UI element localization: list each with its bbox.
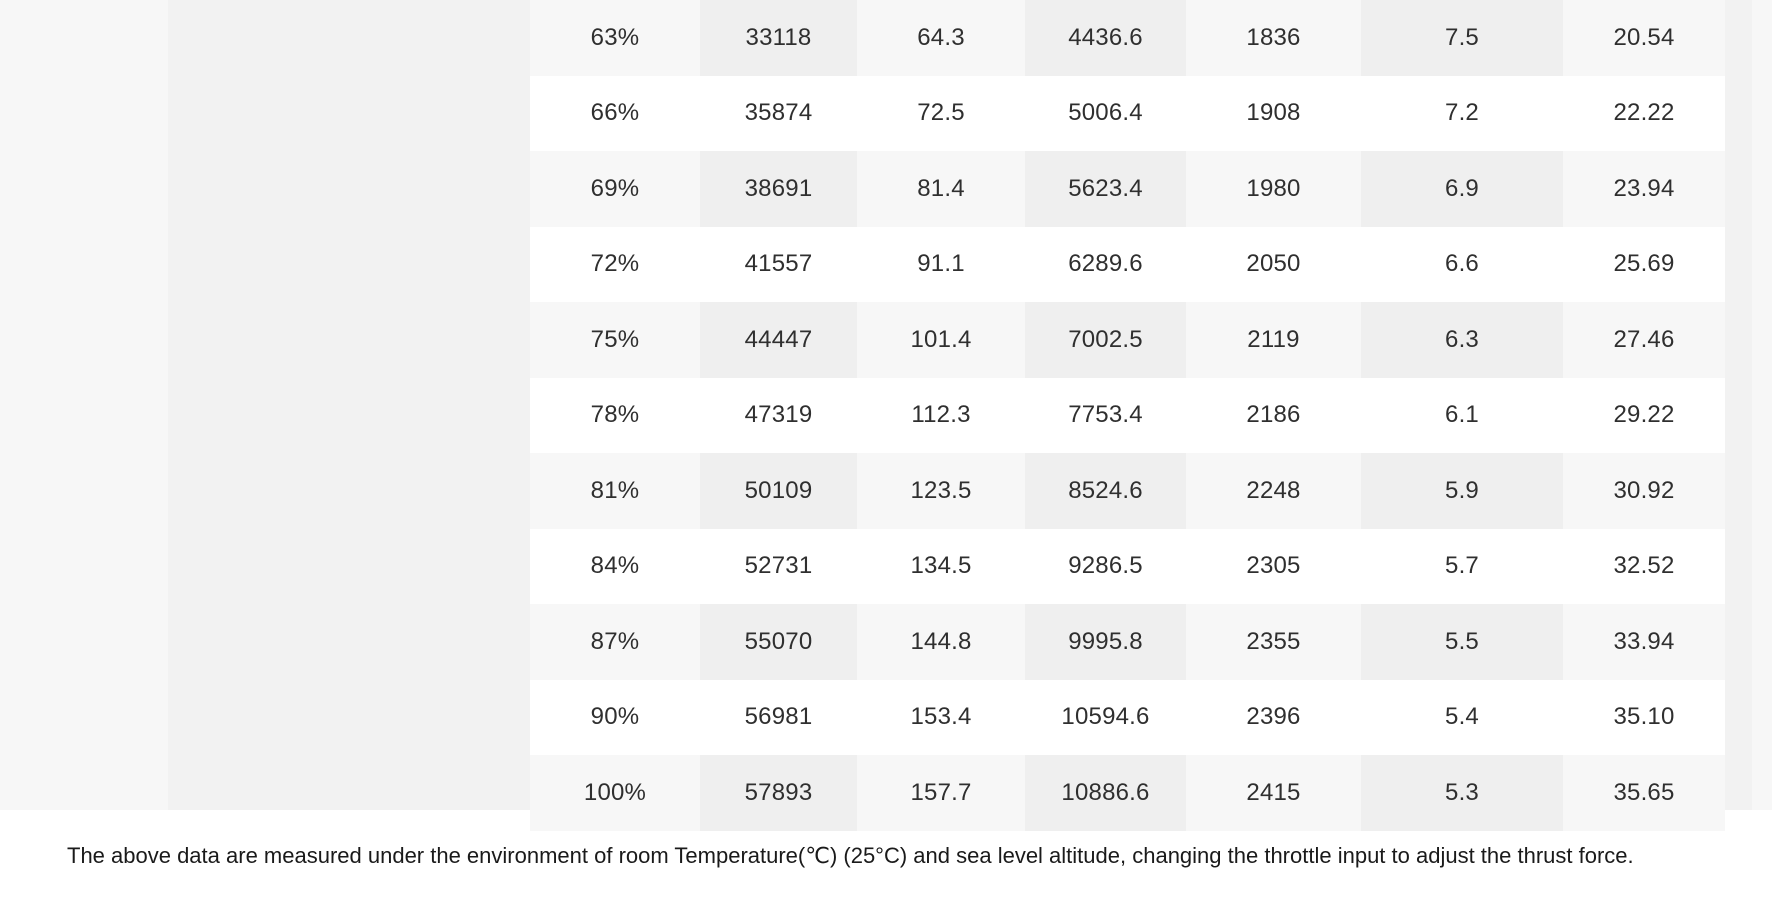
- table-cell: 9286.5: [1025, 528, 1186, 604]
- table-cell: 5.7: [1361, 528, 1563, 604]
- table-cell: 72.5: [857, 75, 1025, 151]
- table-cell: 144.8: [857, 604, 1025, 680]
- table-cell: 2050: [1186, 226, 1361, 302]
- table-cell: 35.10: [1563, 679, 1725, 755]
- table-cell: 6.9: [1361, 151, 1563, 227]
- table-cell: 5.4: [1361, 679, 1563, 755]
- table-cell: 5006.4: [1025, 75, 1186, 151]
- table-cell: 29.22: [1563, 377, 1725, 453]
- table-cell: 7753.4: [1025, 377, 1186, 453]
- table-row: 69% 38691 81.4 5623.4 1980 6.9 23.94: [530, 151, 1725, 227]
- table-cell: 153.4: [857, 679, 1025, 755]
- table-cell: 69%: [530, 151, 700, 227]
- table-cell: 2355: [1186, 604, 1361, 680]
- table-cell: 64.3: [857, 0, 1025, 76]
- table-cell: 6289.6: [1025, 226, 1186, 302]
- table-cell: 33118: [700, 0, 857, 76]
- table-cell: 1980: [1186, 151, 1361, 227]
- table-row: 66% 35874 72.5 5006.4 1908 7.2 22.22: [530, 75, 1725, 151]
- table-cell: 134.5: [857, 528, 1025, 604]
- table-row: 75% 44447 101.4 7002.5 2119 6.3 27.46: [530, 302, 1725, 378]
- table-cell: 22.22: [1563, 75, 1725, 151]
- table-cell: 25.69: [1563, 226, 1725, 302]
- table-cell: 52731: [700, 528, 857, 604]
- table-cell: 2396: [1186, 679, 1361, 755]
- table-cell: 84%: [530, 528, 700, 604]
- table-cell: 5.9: [1361, 453, 1563, 529]
- table-cell: 5.3: [1361, 755, 1563, 831]
- table-cell: 78%: [530, 377, 700, 453]
- table-cell: 4436.6: [1025, 0, 1186, 76]
- table-row: 72% 41557 91.1 6289.6 2050 6.6 25.69: [530, 226, 1725, 302]
- table-cell: 56981: [700, 679, 857, 755]
- table-row: 87% 55070 144.8 9995.8 2355 5.5 33.94: [530, 604, 1725, 680]
- table-cell: 123.5: [857, 453, 1025, 529]
- table-row: 78% 47319 112.3 7753.4 2186 6.1 29.22: [530, 377, 1725, 453]
- table-cell: 5.5: [1361, 604, 1563, 680]
- table-row: 81% 50109 123.5 8524.6 2248 5.9 30.92: [530, 453, 1725, 529]
- table-cell: 2119: [1186, 302, 1361, 378]
- table-cell: 90%: [530, 679, 700, 755]
- table-cell: 30.92: [1563, 453, 1725, 529]
- table-cell: 7.2: [1361, 75, 1563, 151]
- table-cell: 27.46: [1563, 302, 1725, 378]
- table-row: 100% 57893 157.7 10886.6 2415 5.3 35.65: [530, 755, 1725, 831]
- table-cell: 1836: [1186, 0, 1361, 76]
- table-cell: 66%: [530, 75, 700, 151]
- table-cell: 38691: [700, 151, 857, 227]
- table-cell: 6.1: [1361, 377, 1563, 453]
- table-cell: 33.94: [1563, 604, 1725, 680]
- table-cell: 100%: [530, 755, 700, 831]
- table-cell: 57893: [700, 755, 857, 831]
- table-cell: 157.7: [857, 755, 1025, 831]
- table-cell: 10594.6: [1025, 679, 1186, 755]
- table-cell: 101.4: [857, 302, 1025, 378]
- table-cell: 55070: [700, 604, 857, 680]
- performance-table: 63% 33118 64.3 4436.6 1836 7.5 20.54 66%…: [530, 0, 1725, 831]
- table-cell: 72%: [530, 226, 700, 302]
- table-cell: 9995.8: [1025, 604, 1186, 680]
- table-cell: 91.1: [857, 226, 1025, 302]
- table-row: 84% 52731 134.5 9286.5 2305 5.7 32.52: [530, 528, 1725, 604]
- table-cell: 1908: [1186, 75, 1361, 151]
- table-cell: 23.94: [1563, 151, 1725, 227]
- table-cell: 81%: [530, 453, 700, 529]
- table-cell: 8524.6: [1025, 453, 1186, 529]
- table-cell: 20.54: [1563, 0, 1725, 76]
- table-cell: 6.3: [1361, 302, 1563, 378]
- table-cell: 41557: [700, 226, 857, 302]
- table-cell: 5623.4: [1025, 151, 1186, 227]
- table-cell: 81.4: [857, 151, 1025, 227]
- table-cell: 32.52: [1563, 528, 1725, 604]
- table-cell: 2186: [1186, 377, 1361, 453]
- table-cell: 7.5: [1361, 0, 1563, 76]
- table-cell: 2415: [1186, 755, 1361, 831]
- table-cell: 63%: [530, 0, 700, 76]
- footnote: The above data are measured under the en…: [67, 843, 1634, 868]
- table-cell: 87%: [530, 604, 700, 680]
- performance-table-body: 63% 33118 64.3 4436.6 1836 7.5 20.54 66%…: [530, 0, 1725, 831]
- table-panel-inner: 63% 33118 64.3 4436.6 1836 7.5 20.54 66%…: [168, 0, 1752, 831]
- table-panel: 63% 33118 64.3 4436.6 1836 7.5 20.54 66%…: [168, 0, 1752, 831]
- table-cell: 47319: [700, 377, 857, 453]
- table-cell: 2305: [1186, 528, 1361, 604]
- table-cell: 7002.5: [1025, 302, 1186, 378]
- table-cell: 44447: [700, 302, 857, 378]
- table-cell: 2248: [1186, 453, 1361, 529]
- table-cell: 112.3: [857, 377, 1025, 453]
- table-cell: 75%: [530, 302, 700, 378]
- table-cell: 6.6: [1361, 226, 1563, 302]
- table-cell: 50109: [700, 453, 857, 529]
- table-cell: 10886.6: [1025, 755, 1186, 831]
- table-cell: 35.65: [1563, 755, 1725, 831]
- table-cell: 35874: [700, 75, 857, 151]
- table-row: 90% 56981 153.4 10594.6 2396 5.4 35.10: [530, 679, 1725, 755]
- table-wrap: 63% 33118 64.3 4436.6 1836 7.5 20.54 66%…: [530, 0, 1725, 831]
- table-row: 63% 33118 64.3 4436.6 1836 7.5 20.54: [530, 0, 1725, 76]
